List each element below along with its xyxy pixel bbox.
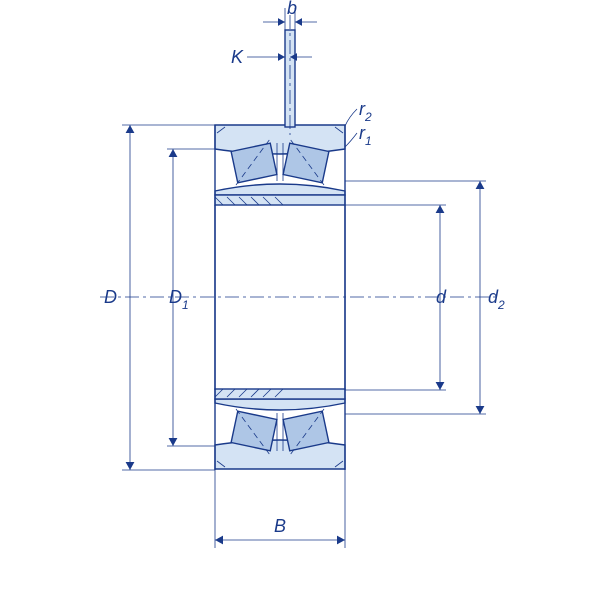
svg-text:r2: r2 xyxy=(359,99,372,124)
svg-text:d2: d2 xyxy=(488,287,505,312)
bearing-cross-section-diagram: b Kr2r1 D D1 d d2 B xyxy=(0,0,600,600)
svg-text:D: D xyxy=(104,287,117,307)
svg-text:K: K xyxy=(231,47,244,67)
svg-text:B: B xyxy=(274,516,286,536)
svg-text:r1: r1 xyxy=(359,123,372,148)
svg-text:D1: D1 xyxy=(169,287,189,312)
svg-text:d: d xyxy=(436,287,447,307)
svg-text:b: b xyxy=(287,0,297,18)
